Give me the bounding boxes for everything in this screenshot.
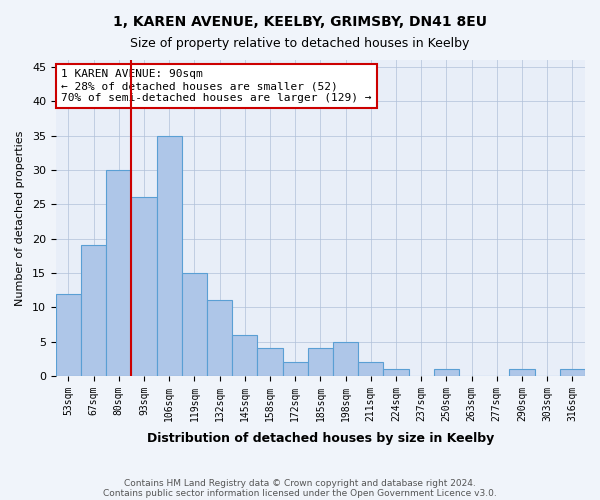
Text: Contains HM Land Registry data © Crown copyright and database right 2024.: Contains HM Land Registry data © Crown c… bbox=[124, 478, 476, 488]
Text: 1 KAREN AVENUE: 90sqm
← 28% of detached houses are smaller (52)
70% of semi-deta: 1 KAREN AVENUE: 90sqm ← 28% of detached … bbox=[61, 70, 371, 102]
Bar bbox=[509, 369, 535, 376]
Bar bbox=[383, 369, 409, 376]
Bar bbox=[207, 300, 232, 376]
Text: Size of property relative to detached houses in Keelby: Size of property relative to detached ho… bbox=[130, 38, 470, 51]
Y-axis label: Number of detached properties: Number of detached properties bbox=[15, 130, 25, 306]
X-axis label: Distribution of detached houses by size in Keelby: Distribution of detached houses by size … bbox=[147, 432, 494, 445]
Bar bbox=[56, 294, 81, 376]
Bar bbox=[434, 369, 459, 376]
Bar bbox=[257, 348, 283, 376]
Bar bbox=[232, 334, 257, 376]
Bar bbox=[358, 362, 383, 376]
Bar bbox=[333, 342, 358, 376]
Bar bbox=[131, 198, 157, 376]
Bar bbox=[182, 273, 207, 376]
Bar bbox=[106, 170, 131, 376]
Bar bbox=[308, 348, 333, 376]
Bar bbox=[81, 246, 106, 376]
Text: 1, KAREN AVENUE, KEELBY, GRIMSBY, DN41 8EU: 1, KAREN AVENUE, KEELBY, GRIMSBY, DN41 8… bbox=[113, 15, 487, 29]
Bar bbox=[157, 136, 182, 376]
Text: Contains public sector information licensed under the Open Government Licence v3: Contains public sector information licen… bbox=[103, 488, 497, 498]
Bar bbox=[283, 362, 308, 376]
Bar bbox=[560, 369, 585, 376]
